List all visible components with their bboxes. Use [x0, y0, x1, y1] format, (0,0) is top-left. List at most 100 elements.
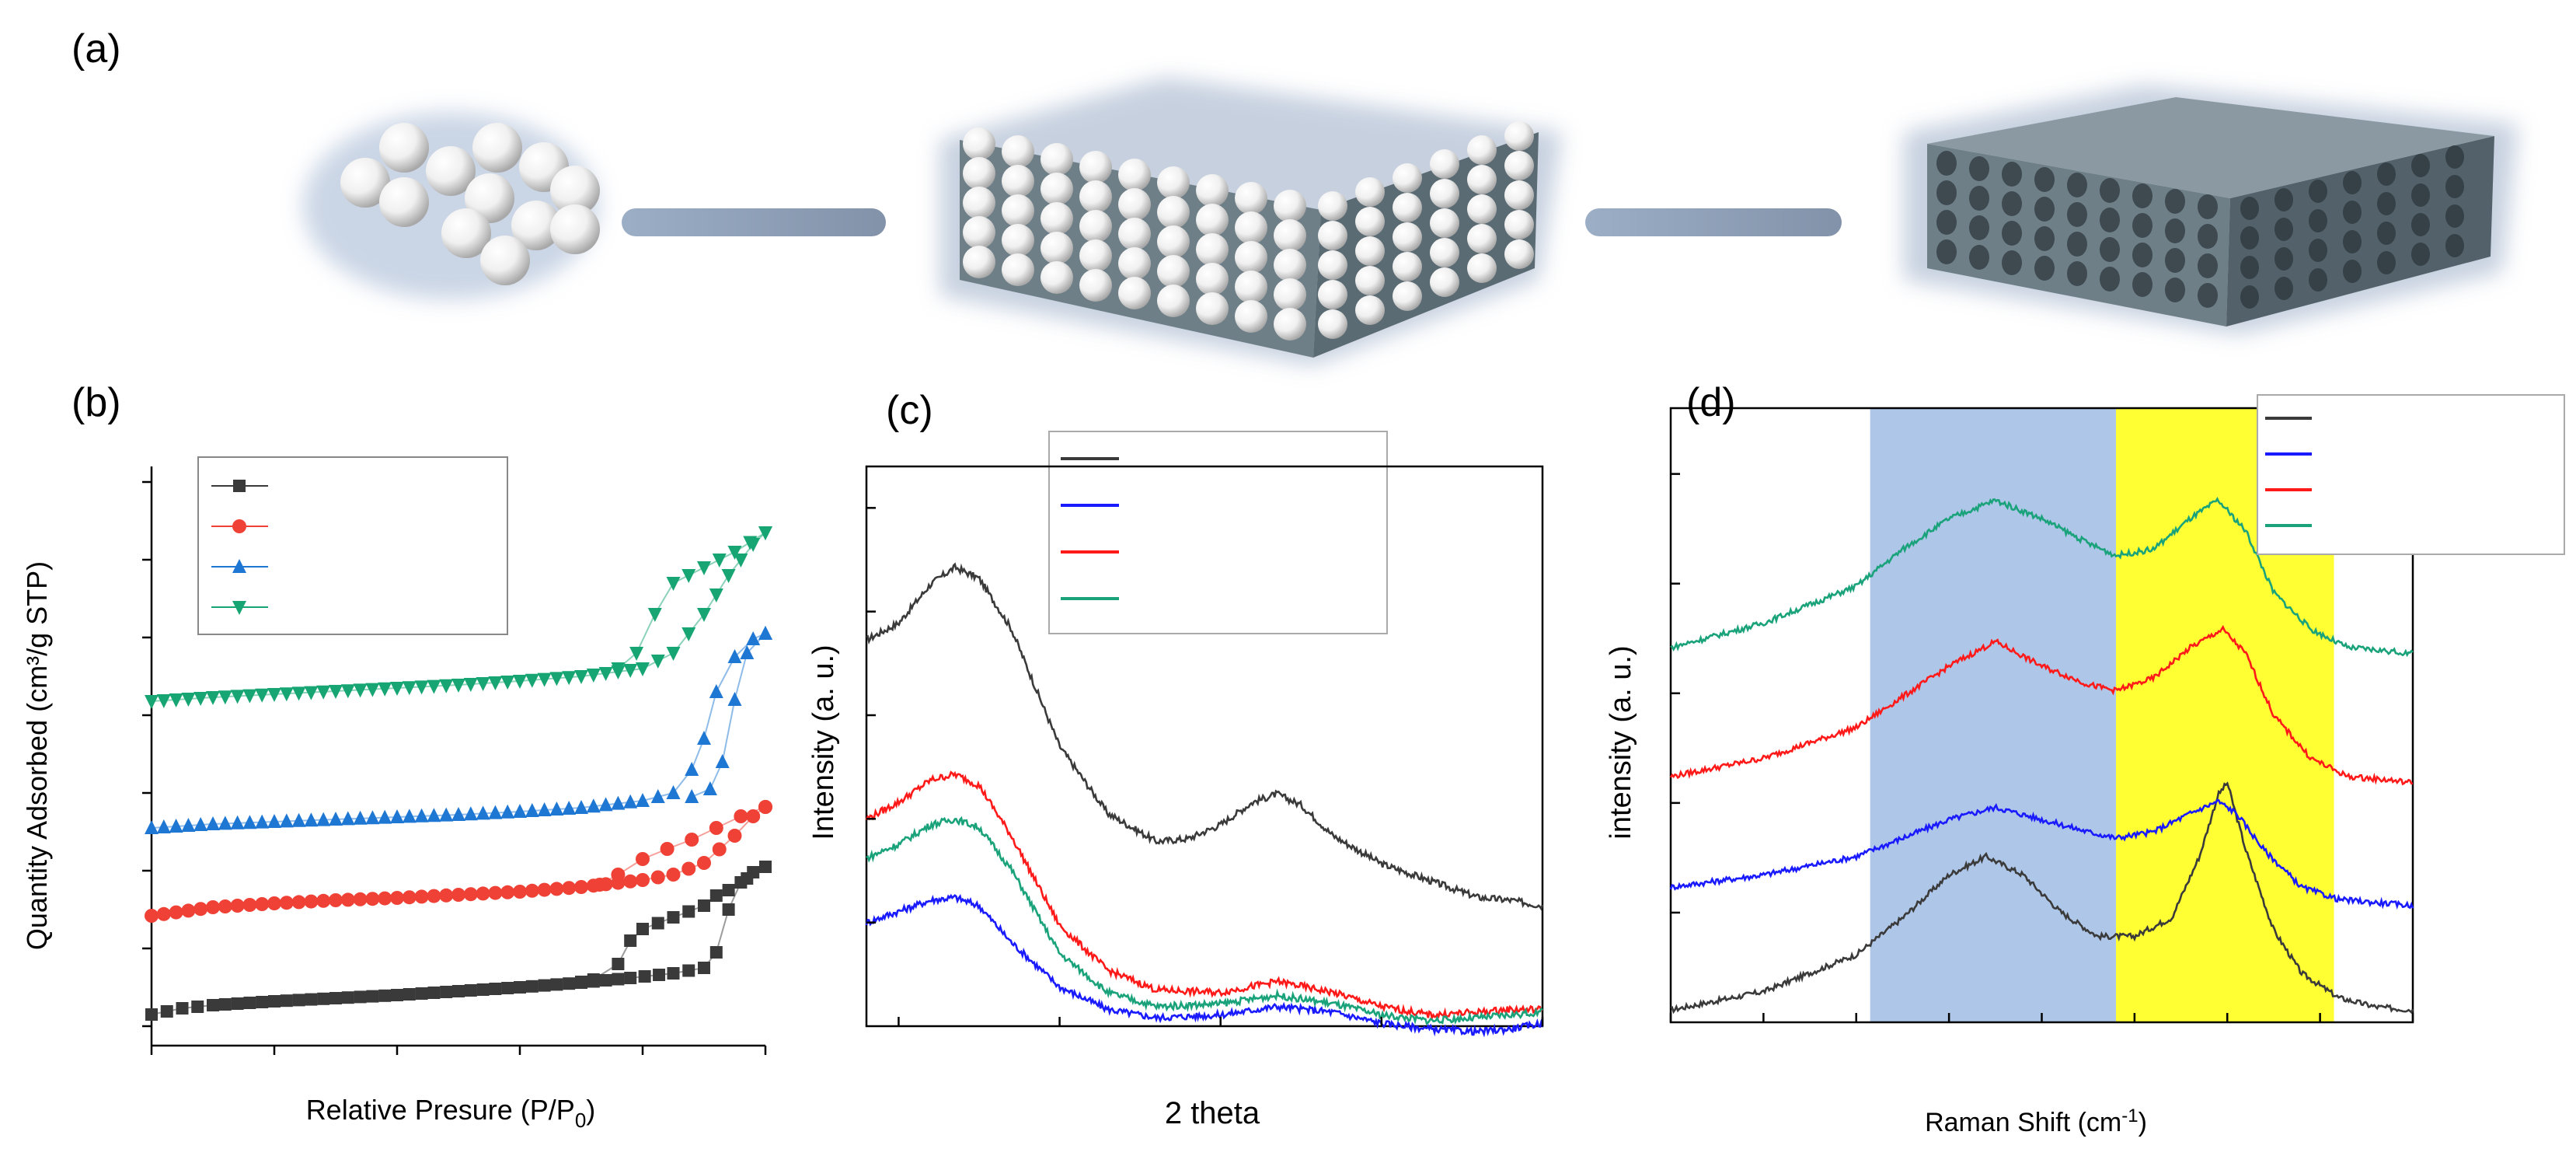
template-sphere: [340, 158, 390, 208]
array-sphere: [1118, 247, 1151, 280]
array-sphere: [1318, 191, 1347, 221]
chart-b-point: [230, 899, 245, 913]
block-side-face: [2226, 136, 2494, 327]
chart-b-point: [156, 694, 171, 708]
chart-b-point: [650, 655, 665, 669]
chart-b-point: [574, 880, 588, 894]
pore: [1969, 186, 1989, 211]
chart-b-point: [666, 647, 681, 661]
array-sphere: [1274, 278, 1306, 311]
pore: [2165, 189, 2185, 214]
array-sphere: [1079, 239, 1112, 272]
chart-b-point: [488, 676, 503, 690]
array-sphere: [1002, 135, 1034, 168]
chart-b-point: [574, 670, 588, 684]
chart-b-point: [525, 803, 539, 817]
chart-c-series-line-3: [866, 815, 1543, 1025]
pore: [2165, 278, 2185, 302]
pore: [2034, 226, 2055, 251]
chart-b-point: [709, 588, 723, 602]
pore: [2067, 232, 2087, 257]
chart-b-point: [513, 804, 527, 818]
chart-b-point: [636, 662, 650, 676]
chart-b-series-line-2: [691, 633, 766, 798]
array-sphere: [1274, 190, 1306, 222]
chart-b-point: [242, 898, 257, 912]
chart-b-point: [537, 882, 552, 897]
pore: [2377, 251, 2396, 274]
chart-b-point: [267, 688, 281, 702]
pore: [2343, 201, 2362, 224]
chart-b-point: [685, 762, 699, 776]
array-sphere: [1318, 221, 1347, 250]
chart-b-point: [537, 802, 552, 816]
pore: [1936, 239, 1957, 264]
chart-b-point: [727, 546, 742, 560]
block-top-face: [1927, 97, 2494, 198]
chart-b-point: [403, 988, 416, 1001]
chart-b-point: [390, 891, 404, 905]
chart-b-point: [353, 810, 368, 825]
chart-b-point: [562, 881, 577, 896]
pore: [2274, 247, 2293, 271]
pore: [2100, 237, 2120, 262]
pore: [2240, 226, 2259, 250]
chart-b-point: [365, 810, 380, 825]
chart-b-point: [255, 897, 270, 911]
pore: [2100, 178, 2120, 203]
array-sphere: [1041, 202, 1073, 235]
chart-b-point: [231, 997, 244, 1010]
array-sphere: [1079, 151, 1112, 183]
chart-c-series-line-1: [865, 893, 1544, 1038]
chart-b-point: [476, 886, 490, 901]
array-sphere: [1430, 238, 1459, 267]
pore: [2198, 253, 2218, 278]
chart-d-ylabel: intensity (a. u.): [1605, 645, 1637, 839]
array-sphere: [1079, 210, 1112, 243]
chart-b-point: [316, 812, 331, 826]
array-sphere: [963, 216, 995, 249]
chart-b-point: [279, 813, 294, 828]
array-sphere: [1504, 239, 1534, 269]
array-sphere: [1318, 280, 1347, 309]
array-sphere: [1118, 159, 1151, 191]
chart-d-series-line-1: [1669, 798, 2414, 910]
chart-b-point: [746, 631, 761, 645]
chart-d-legend-box: [2257, 394, 2565, 555]
chart-b-point: [317, 992, 330, 1005]
chart-b-point: [256, 996, 269, 1008]
chart-c: Intensity (a. u.) 2 theta: [807, 431, 1544, 1130]
chart-d-band-blue: [1870, 408, 2116, 1022]
pore: [2067, 202, 2087, 227]
array-sphere: [1196, 263, 1229, 295]
chart-b-point: [697, 608, 711, 622]
chart-b-point: [156, 819, 171, 833]
pore: [1936, 210, 1957, 235]
chart-b-point: [156, 906, 171, 921]
chart-b-point: [316, 893, 331, 908]
chart-b-point: [549, 882, 564, 896]
chart-b-point: [439, 807, 454, 822]
chart-c-series-line-0: [866, 562, 1544, 911]
chart-b-point: [651, 917, 664, 930]
chart-b-point: [145, 695, 159, 709]
chart-b-point: [169, 693, 183, 707]
chart-b-point: [193, 817, 208, 831]
chart-b-point: [329, 893, 343, 907]
chart-b-point: [586, 669, 601, 683]
chart-b-point: [501, 982, 514, 994]
pore: [2411, 243, 2430, 266]
chart-b-point: [353, 892, 368, 906]
array-sphere: [1430, 208, 1459, 238]
array-sphere: [1467, 194, 1497, 224]
array-sphere: [1504, 180, 1534, 210]
chart-c-legend-box: [1048, 431, 1388, 634]
pore: [2100, 208, 2120, 232]
chart-d-series-line-2: [1669, 624, 2414, 786]
chart-b-point: [340, 684, 355, 699]
pore: [2343, 230, 2362, 253]
chart-b-point: [727, 829, 742, 843]
array-sphere: [1157, 255, 1190, 288]
chart-b-point: [415, 987, 428, 1000]
chart-b-point: [452, 985, 465, 997]
